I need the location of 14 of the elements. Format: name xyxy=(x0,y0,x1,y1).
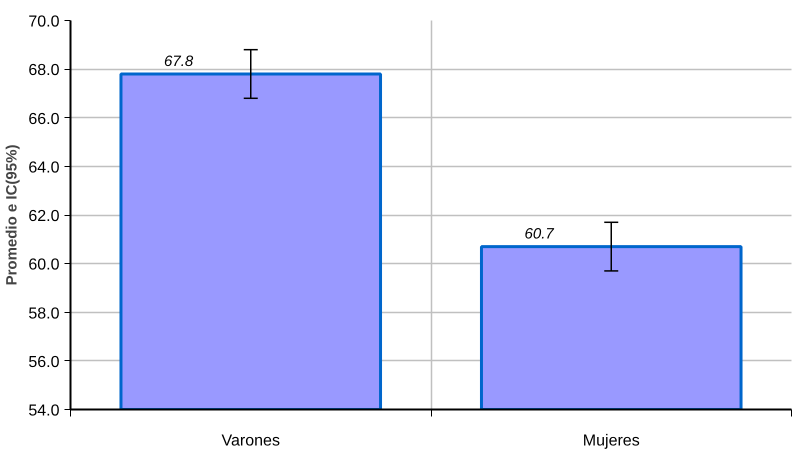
y-tick-label: 70.0 xyxy=(28,14,60,30)
x-tick-label: Mujeres xyxy=(582,432,640,450)
y-tick-label: 62.0 xyxy=(28,208,60,225)
x-tick-label: Varones xyxy=(222,432,280,450)
y-tick-label: 54.0 xyxy=(28,402,60,420)
y-tick-label: 56.0 xyxy=(28,354,60,371)
y-tick-label: 68.0 xyxy=(28,62,60,80)
data-label: 60.7 xyxy=(524,226,554,243)
y-tick-label: 60.0 xyxy=(28,256,60,274)
y-tick-label: 58.0 xyxy=(28,305,60,322)
data-label: 67.8 xyxy=(164,52,194,70)
y-tick-label: 66.0 xyxy=(28,110,60,128)
y-tick-label: 64.0 xyxy=(28,159,60,176)
y-axis-title: Promedio e IC(95%) xyxy=(3,144,20,286)
